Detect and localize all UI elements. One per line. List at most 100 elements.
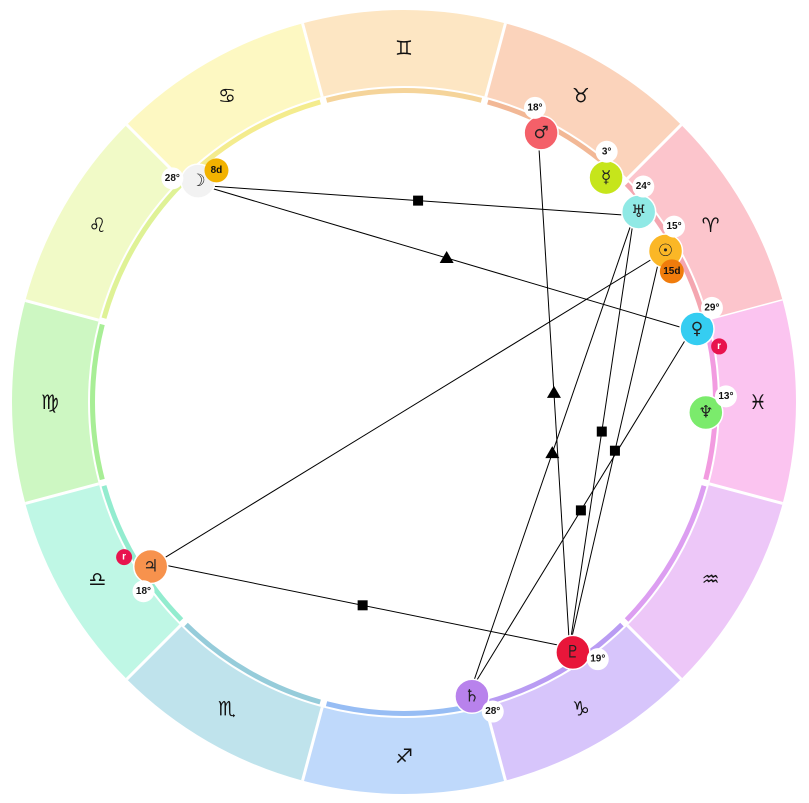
sun-degree-label: 15° (666, 221, 681, 232)
sign-divider (626, 624, 683, 681)
aspect-square-marker (575, 505, 586, 516)
sign-segment-gemini (302, 10, 506, 97)
pluto-degree-label: 19° (590, 654, 605, 665)
sign-segment-virgo (11, 300, 99, 504)
sign-divider (301, 22, 324, 98)
zodiac-inner-band (89, 88, 719, 717)
sign-band-sagittarius (325, 701, 483, 717)
chart-center (100, 98, 708, 706)
sign-segment-aquarius (627, 483, 783, 680)
sign-segment-taurus (485, 23, 682, 179)
sign-divider (708, 482, 784, 505)
sign-segment-leo (25, 124, 181, 321)
jupiter-retrograde-badge (116, 549, 133, 566)
sign-segment-pisces (709, 300, 796, 504)
aspect-triangle-marker (546, 385, 561, 398)
sign-band-libra (101, 485, 184, 622)
planet-neptune: ♆ 13° (688, 385, 737, 431)
sign-band-aquarius (624, 485, 707, 622)
aspect-markers (357, 195, 620, 611)
venus-retrograde-badge (711, 338, 728, 355)
sign-glyph-leo: ♌ (88, 213, 106, 237)
moon-tag-badge (204, 158, 229, 183)
sign-band-gemini (325, 88, 483, 103)
sign-divider (484, 22, 507, 98)
sign-divider (24, 482, 100, 505)
sign-band-cancer (184, 99, 321, 182)
uranus-degree-label: 24° (636, 181, 651, 192)
sign-band-pisces (703, 323, 719, 481)
jupiter-degree-label: 18° (136, 586, 151, 597)
sign-segment-cancer (126, 23, 323, 179)
mercury-degree-label: 3° (602, 146, 612, 157)
uranus-glyph-icon: ♅ (631, 202, 646, 222)
sign-glyph-libra: ♎ (88, 567, 106, 591)
pluto-degree-badge (586, 648, 609, 671)
sun-tag-badge (659, 259, 684, 284)
saturn-marker (454, 678, 490, 715)
sign-band-scorpio (184, 622, 321, 705)
sign-glyph-capricorn: ♑ (572, 697, 590, 721)
sun-degree-badge (663, 215, 686, 238)
sign-glyph-aquarius: ♒ (702, 567, 720, 591)
sign-glyph-pisces: ♓ (749, 390, 767, 414)
mars-glyph-icon: ♂ (533, 123, 548, 143)
planet-mars: ♂ 18° (523, 96, 559, 151)
saturn-degree-label: 28° (485, 706, 500, 717)
venus-degree-badge (700, 296, 723, 319)
neptune-glyph-icon: ♆ (698, 403, 713, 423)
venus-glyph-icon: ♀ (691, 319, 703, 339)
planet-moon: ☽ 28° 8d (161, 158, 229, 199)
neptune-degree-badge (714, 385, 737, 408)
planet-venus: ♀29° r (679, 296, 728, 355)
planet-pluto: ♇ 19° (555, 634, 609, 671)
sign-glyph-cancer: ♋ (218, 83, 236, 107)
mercury-glyph-icon: ☿ (601, 168, 611, 188)
aspect-square-marker (357, 600, 368, 611)
sign-glyph-virgo: ♍ (41, 390, 59, 414)
planet-jupiter: ♃ 18° r (116, 548, 169, 603)
aspect-triangle-marker (439, 250, 454, 263)
sign-band-aries (624, 182, 707, 319)
sign-glyph-scorpio: ♏ (218, 697, 236, 721)
mercury-degree-badge (595, 140, 618, 163)
aspect-square-marker (596, 426, 607, 437)
zodiac-sign-ring: ♈ ♉ ♊ ♋ ♌ ♍ ♎ ♏ ♐ ♑ ♒ ♓ (11, 10, 796, 794)
sign-divider (626, 123, 683, 180)
aspect-line-sun-jupiter (155, 253, 661, 564)
sign-band-leo (101, 182, 184, 319)
planet-markers: ☉ 15° 15d ☽ 28° 8d ☿ 3° ♀29° r ♂ 18° ♃ 18° r ♄ 28° ♅ 24° ♆ 1… (116, 96, 737, 723)
sign-divider (301, 706, 324, 782)
moon-tag-label: 8d (211, 165, 223, 176)
sign-segment-libra (25, 483, 181, 680)
sign-band-capricorn (487, 622, 624, 705)
moon-degree-badge (161, 167, 184, 190)
aspect-square-marker (413, 195, 424, 206)
venus-retrograde-label: r (717, 341, 721, 352)
sign-segment-scorpio (126, 625, 323, 781)
sign-segment-capricorn (485, 625, 682, 781)
neptune-marker (688, 394, 724, 431)
uranus-degree-badge (632, 175, 655, 198)
sign-divider (125, 624, 182, 681)
venus-degree-label: 29° (704, 302, 719, 313)
sign-glyph-taurus: ♉ (572, 83, 590, 107)
saturn-glyph-icon: ♄ (464, 686, 479, 706)
moon-glyph-icon: ☽ (190, 171, 205, 191)
sign-divider (24, 299, 100, 322)
sun-glyph-icon: ☉ (658, 241, 673, 261)
sun-tag-label: 15d (663, 266, 680, 277)
aspect-square-marker (609, 445, 620, 456)
jupiter-degree-badge (132, 580, 155, 603)
pluto-glyph-icon: ♇ (565, 642, 580, 662)
neptune-degree-label: 13° (718, 391, 733, 402)
planet-mercury: ☿ 3° (588, 140, 624, 196)
mars-degree-badge (523, 96, 546, 119)
moon-degree-label: 28° (165, 173, 180, 184)
planet-sun: ☉ 15° 15d (647, 215, 686, 284)
sign-segment-sagittarius (302, 707, 506, 794)
sign-glyph-gemini: ♊ (395, 36, 413, 60)
saturn-degree-badge (481, 700, 504, 723)
jupiter-glyph-icon: ♃ (143, 556, 158, 576)
